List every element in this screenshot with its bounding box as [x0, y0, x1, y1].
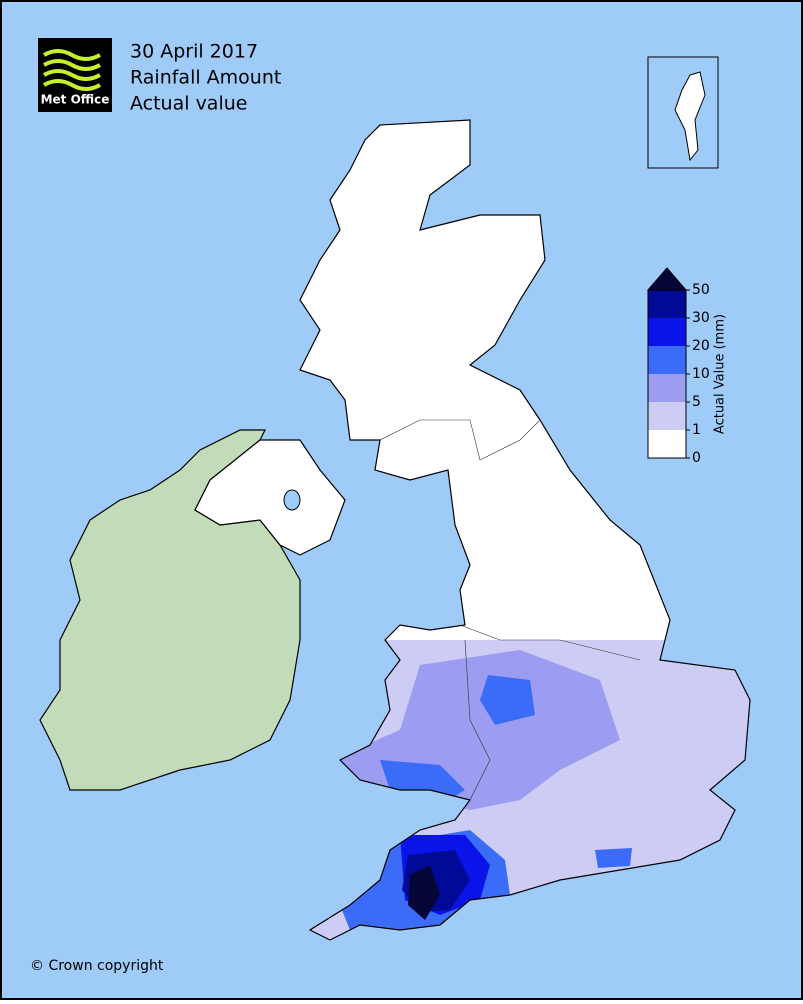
- shetland-inset: [647, 56, 719, 169]
- colorbar-tick-label: 30: [692, 310, 710, 326]
- copyright: © Crown copyright: [30, 958, 164, 974]
- logo-text: Met Office: [41, 93, 110, 107]
- colorbar-segment: [648, 374, 686, 402]
- logo-waves: [43, 49, 101, 91]
- colorbar-tick-label: 20: [692, 338, 710, 354]
- colorbar-tick-label: 50: [692, 282, 710, 298]
- colorbar-segment: [648, 402, 686, 430]
- colorbar-tick-label: 5: [692, 394, 701, 410]
- colorbar-segment: [648, 318, 686, 346]
- colorbar: 0 1 5 10 20 30 50 Actual Value (mm): [646, 267, 728, 466]
- border: [379, 419, 541, 461]
- colorbar-segment: [648, 346, 686, 374]
- northern-ireland: [194, 439, 346, 556]
- rain-area: [595, 848, 632, 868]
- colorbar-tick-label: 10: [692, 366, 710, 382]
- colorbar-label: Actual Value (mm): [713, 314, 728, 434]
- colorbar-tick-label: 1: [692, 422, 701, 438]
- shetland: [674, 71, 706, 162]
- colorbar-segment: [648, 430, 686, 458]
- border: [464, 639, 491, 801]
- title-line: Actual value: [130, 93, 247, 115]
- colorbar-segment: [648, 290, 686, 318]
- border: [459, 624, 641, 661]
- lough-neagh: [283, 489, 301, 511]
- rain-area: [408, 865, 440, 920]
- title-line: Rainfall Amount: [130, 67, 281, 89]
- colorbar-tick-label: 0: [692, 450, 701, 466]
- title-line: 30 April 2017: [130, 41, 258, 63]
- rain-area: [480, 675, 535, 725]
